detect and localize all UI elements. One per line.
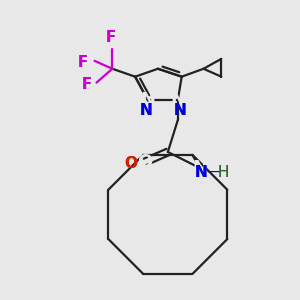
Text: F: F [82, 77, 92, 92]
Text: N: N [140, 92, 155, 110]
Text: F: F [82, 77, 92, 92]
Text: N: N [194, 165, 207, 180]
Text: F: F [105, 30, 116, 45]
Text: N: N [140, 103, 152, 118]
Text: O: O [125, 156, 138, 171]
Text: O: O [137, 153, 153, 171]
Text: O: O [125, 156, 138, 171]
Text: H: H [218, 165, 229, 180]
Text: N: N [194, 165, 207, 180]
Text: N: N [173, 103, 186, 118]
Text: F: F [105, 30, 116, 45]
Text: N: N [170, 92, 185, 110]
Text: F: F [78, 55, 88, 70]
Text: N: N [173, 103, 186, 118]
Text: F: F [78, 55, 88, 70]
Text: N: N [140, 103, 152, 118]
Text: N: N [192, 159, 207, 177]
Text: —: — [206, 166, 220, 180]
Text: H: H [218, 165, 229, 180]
